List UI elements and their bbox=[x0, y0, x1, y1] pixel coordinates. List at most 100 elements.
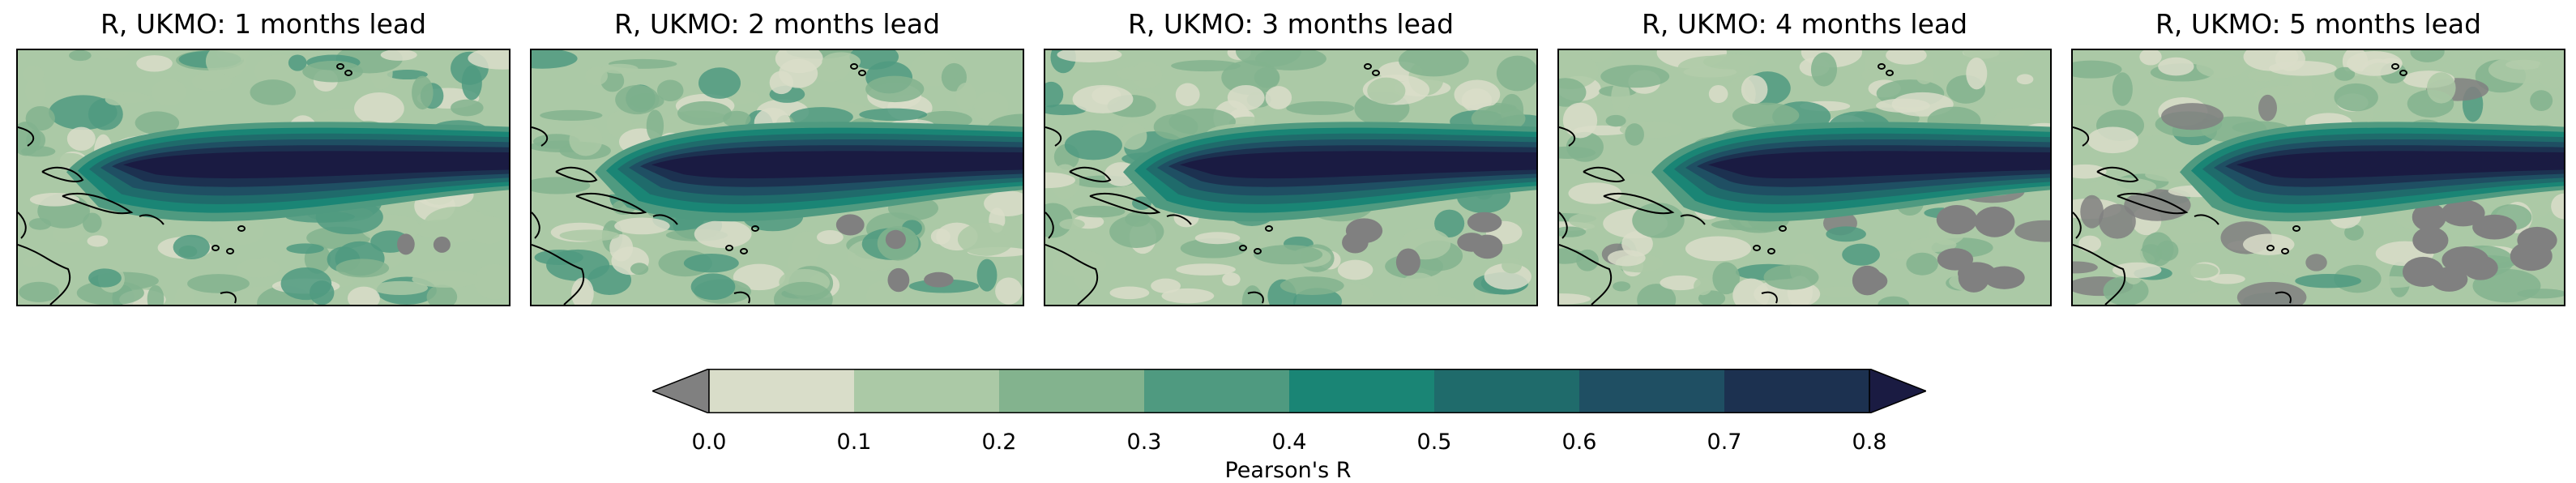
field-blob bbox=[1241, 285, 1263, 305]
field-blob bbox=[773, 281, 833, 305]
field-blob bbox=[2078, 235, 2102, 253]
field-blob bbox=[66, 126, 96, 151]
island bbox=[237, 225, 246, 232]
field-blob bbox=[451, 99, 484, 117]
field-blob bbox=[2426, 72, 2456, 104]
map-svg bbox=[2073, 50, 2564, 305]
negative-patch bbox=[924, 271, 954, 288]
field-blob bbox=[733, 263, 786, 291]
negative-patch bbox=[2510, 241, 2553, 271]
field-blob bbox=[2258, 94, 2277, 122]
field-blob bbox=[984, 190, 1023, 216]
field-blob bbox=[1915, 63, 1934, 85]
field-blob bbox=[2537, 56, 2564, 89]
colorbar-segment bbox=[999, 369, 1145, 413]
field-blob bbox=[1279, 276, 1344, 296]
field-blob bbox=[1254, 245, 1323, 265]
field-blob bbox=[1254, 66, 1280, 88]
negative-patch bbox=[433, 236, 451, 253]
negative-patch bbox=[397, 233, 415, 255]
field-blob bbox=[205, 50, 247, 79]
island bbox=[1779, 225, 1787, 232]
correlation-map bbox=[1557, 49, 2052, 306]
field-blob bbox=[1119, 122, 1147, 150]
panel-title: R, UKMO: 1 months lead bbox=[100, 8, 427, 40]
field-blob bbox=[630, 263, 649, 276]
field-blob bbox=[2243, 50, 2299, 71]
island bbox=[1254, 248, 1262, 254]
field-blob bbox=[1732, 102, 1800, 129]
map-svg bbox=[1045, 50, 1536, 305]
field-blob bbox=[1265, 86, 1292, 109]
field-blob bbox=[2161, 103, 2224, 130]
field-blob bbox=[559, 229, 620, 242]
field-blob bbox=[147, 284, 164, 305]
field-blob bbox=[372, 280, 429, 295]
coastline bbox=[1045, 126, 1062, 147]
field-blob bbox=[2305, 254, 2327, 271]
field-blob bbox=[656, 79, 684, 102]
field-blob bbox=[187, 274, 250, 293]
field-blob bbox=[1694, 277, 1712, 296]
field-blob bbox=[1826, 226, 1866, 242]
coastline bbox=[1680, 214, 1706, 225]
field-blob bbox=[1613, 281, 1631, 292]
field-blob bbox=[22, 66, 45, 83]
field-blob bbox=[2530, 90, 2553, 112]
panel-title: R, UKMO: 4 months lead bbox=[1641, 8, 1968, 40]
coastline bbox=[139, 214, 164, 225]
coastline bbox=[18, 244, 71, 305]
island bbox=[725, 245, 733, 251]
field-blob bbox=[1966, 58, 1988, 90]
field-blob bbox=[191, 71, 233, 92]
negative-patch bbox=[2441, 246, 2489, 274]
field-blob bbox=[2196, 53, 2247, 79]
negative-patch bbox=[1958, 262, 1997, 285]
field-blob bbox=[677, 100, 733, 126]
field-blob bbox=[2410, 50, 2445, 62]
field-blob bbox=[255, 257, 275, 276]
field-blob bbox=[1861, 68, 1884, 82]
coastline bbox=[2096, 166, 2139, 182]
field-blob bbox=[2334, 66, 2356, 81]
negative-patch bbox=[887, 267, 910, 293]
field-blob bbox=[1878, 296, 1910, 305]
negative-patch bbox=[1345, 218, 1383, 244]
field-blob bbox=[1559, 146, 1596, 159]
field-blob bbox=[250, 79, 296, 105]
field-blob bbox=[88, 268, 122, 288]
coastline bbox=[1603, 193, 1675, 215]
colorbar-tick-label: 0.7 bbox=[1707, 430, 1742, 455]
field-blob bbox=[532, 50, 578, 69]
field-blob bbox=[82, 212, 102, 233]
map-panel-4: R, UKMO: 4 months lead bbox=[1557, 0, 2052, 308]
field-blob bbox=[28, 218, 52, 230]
field-blob bbox=[2551, 193, 2564, 220]
field-blob bbox=[694, 220, 752, 249]
coastline bbox=[652, 214, 678, 225]
field-blob bbox=[995, 277, 1023, 305]
field-blob bbox=[1057, 50, 1122, 63]
island bbox=[1886, 70, 1894, 76]
field-blob bbox=[698, 67, 741, 99]
negative-patch bbox=[1395, 248, 1420, 276]
field-blob bbox=[779, 58, 818, 88]
coastline bbox=[2275, 291, 2292, 304]
island bbox=[751, 225, 759, 232]
coastline bbox=[2073, 244, 2126, 305]
island bbox=[1265, 225, 1273, 232]
field-blob bbox=[1399, 50, 1469, 77]
field-blob bbox=[1496, 55, 1536, 92]
field-blob bbox=[1194, 232, 1241, 245]
field-blob bbox=[2344, 224, 2364, 241]
colorbar-over-arrow bbox=[1869, 369, 1926, 413]
field-blob bbox=[473, 263, 509, 300]
field-blob bbox=[96, 50, 130, 60]
field-blob bbox=[20, 146, 56, 157]
field-blob bbox=[1227, 84, 1265, 111]
coastline bbox=[220, 291, 237, 304]
field-blob bbox=[288, 54, 307, 71]
field-blob bbox=[87, 235, 109, 247]
field-blob bbox=[941, 62, 967, 92]
negative-patch bbox=[2441, 199, 2485, 227]
